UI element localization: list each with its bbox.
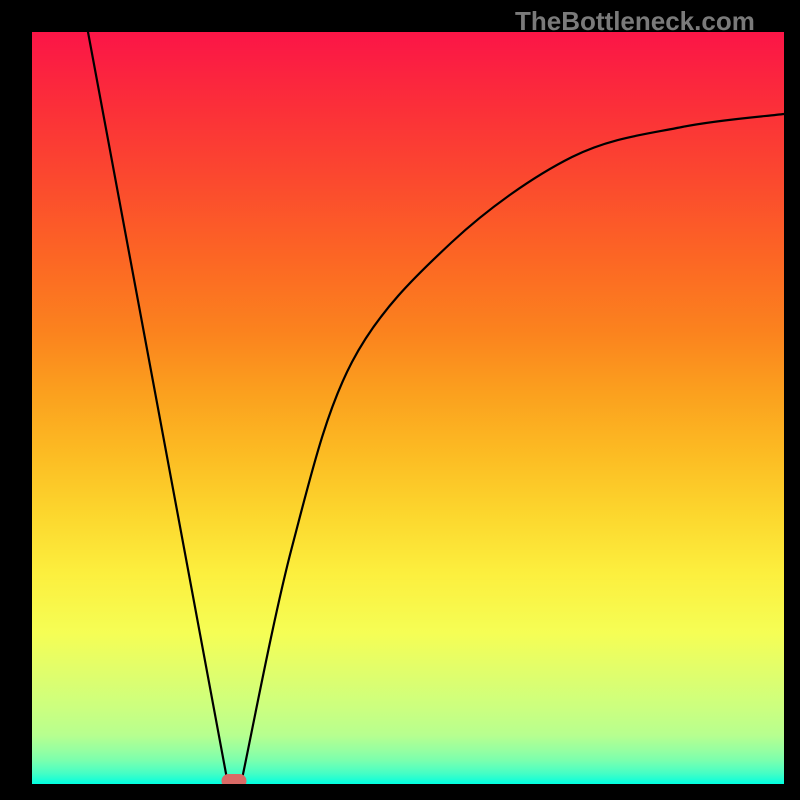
watermark-text: TheBottleneck.com — [515, 6, 755, 37]
optimal-marker — [222, 774, 247, 784]
plot-area — [32, 32, 784, 784]
chart-container: TheBottleneck.com — [0, 0, 800, 800]
curve-overlay — [32, 32, 784, 784]
bottleneck-curve — [88, 32, 784, 779]
